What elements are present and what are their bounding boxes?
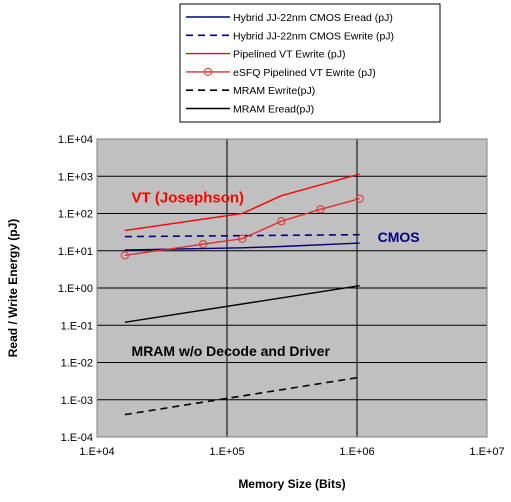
legend-box: [179, 3, 441, 123]
series-point: [199, 240, 208, 249]
y-axis-title: Read / Write Energy (pJ): [6, 219, 20, 357]
series-point: [316, 205, 325, 214]
x-tick-label: 1.E+04: [79, 446, 114, 458]
y-tick-label: 1.E-03: [61, 395, 93, 407]
y-tick-label: 1.E+01: [58, 246, 93, 258]
series-line-4: [124, 376, 360, 416]
x-axis-title: Memory Size (Bits): [238, 477, 345, 491]
x-tick-labels: 1.E+04 1.E+05 1.E+06 1.E+07: [79, 446, 504, 458]
grid: [97, 139, 487, 437]
y-tick-label: 1.E+03: [58, 171, 93, 183]
legend-label: eSFQ Pipelined VT Ewrite (pJ): [233, 67, 376, 79]
x-tick-label: 1.E+07: [469, 446, 504, 458]
y-tick-labels: 1.E-04 1.E-03 1.E-02 1.E-01 1.E+00 1.E+01 1.E+…: [58, 134, 93, 444]
series-line-1: [124, 233, 360, 238]
y-tick-label: 1.E-02: [61, 358, 93, 370]
legend-marker: [203, 67, 213, 77]
series-point: [120, 251, 129, 260]
legend: Hybrid JJ-22nm CMOS Eread (pJ) Hybrid JJ-…: [186, 12, 394, 116]
annotation: VT (Josephson): [132, 189, 245, 206]
series-point: [238, 234, 247, 243]
legend-label: Hybrid JJ-22nm CMOS Eread (pJ): [233, 12, 393, 24]
y-tick-label: 1.E+02: [58, 209, 93, 221]
series-line-5: [124, 285, 360, 323]
series-point: [355, 194, 364, 203]
x-tick-label: 1.E+05: [209, 446, 244, 458]
legend-label: MRAM Eread(pJ): [233, 104, 314, 116]
series-group: [120, 173, 364, 416]
y-tick-label: 1.E+00: [58, 283, 93, 295]
series-line-0: [124, 242, 360, 251]
series-line-2: [124, 173, 360, 232]
legend-label: Hybrid JJ-22nm CMOS Ewrite (pJ): [233, 30, 394, 42]
plot-frame: [96, 138, 488, 438]
series-point: [277, 217, 286, 226]
y-tick-label: 1.E+04: [58, 134, 93, 146]
annotations: VT (Josephson) CMOS MRAM w/o Decode and Dr…: [132, 189, 420, 359]
annotation: MRAM w/o Decode and Driver: [132, 343, 331, 359]
x-tick-label: 1.E+06: [339, 446, 374, 458]
legend-label: MRAM Ewrite(pJ): [233, 85, 315, 97]
y-tick-label: 1.E-04: [61, 432, 93, 444]
annotation: CMOS: [378, 229, 420, 245]
series-line-3: [124, 198, 360, 257]
legend-label: Pipelined VT Ewrite (pJ): [233, 49, 345, 61]
y-tick-label: 1.E-01: [61, 320, 93, 332]
